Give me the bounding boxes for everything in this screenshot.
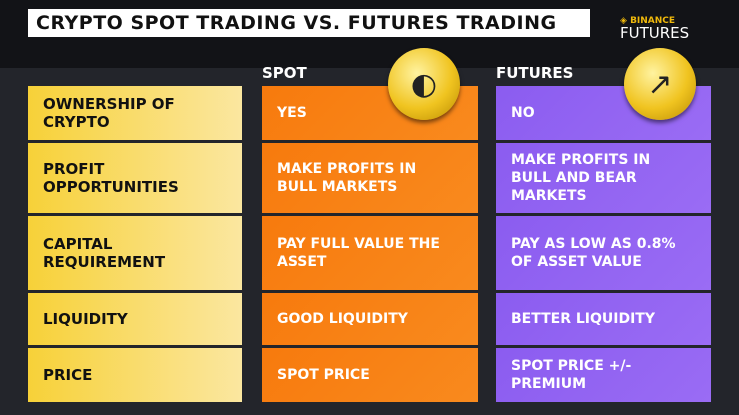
spot-cell: PAY FULL VALUE THE ASSET (262, 216, 478, 290)
spot-text: YES (277, 105, 307, 121)
spot-text: MAKE PROFITS IN BULL MARKETS (277, 161, 417, 195)
futures-text: NO (511, 105, 535, 121)
futures-column-header: FUTURES (496, 64, 574, 82)
futures-text: PAY AS LOW AS 0.8% OF ASSET VALUE (511, 236, 676, 270)
spot-cell: SPOT PRICE (262, 348, 478, 402)
spot-cell: GOOD LIQUIDITY (262, 293, 478, 345)
spot-text: PAY FULL VALUE THE ASSET (277, 236, 440, 270)
brand-line1: BINANCE (630, 16, 676, 26)
futures-cell: MAKE PROFITS IN BULL AND BEAR MARKETS (496, 143, 711, 213)
spot-text: GOOD LIQUIDITY (277, 311, 408, 327)
label-cell: CAPITAL REQUIREMENT (28, 216, 242, 290)
futures-cell: SPOT PRICE +/- PREMIUM (496, 348, 711, 402)
label-text: OWNERSHIP OF CRYPTO (43, 95, 175, 131)
label-text: PROFIT OPPORTUNITIES (43, 160, 179, 196)
label-cell: LIQUIDITY (28, 293, 242, 345)
spot-column-header: SPOT (262, 64, 307, 82)
futures-coin-icon: ↗ (624, 48, 696, 120)
spot-cell: MAKE PROFITS IN BULL MARKETS (262, 143, 478, 213)
label-cell: PROFIT OPPORTUNITIES (28, 143, 242, 213)
futures-cell: BETTER LIQUIDITY (496, 293, 711, 345)
label-cell: OWNERSHIP OF CRYPTO (28, 86, 242, 140)
spot-coin-icon: ◐ (388, 48, 460, 120)
futures-cell: PAY AS LOW AS 0.8% OF ASSET VALUE (496, 216, 711, 290)
futures-text: MAKE PROFITS IN BULL AND BEAR MARKETS (511, 152, 651, 204)
brand-line2: FUTURES (620, 24, 690, 42)
label-cell: PRICE (28, 348, 242, 402)
futures-text: SPOT PRICE +/- PREMIUM (511, 358, 632, 392)
spot-text: SPOT PRICE (277, 367, 370, 383)
futures-text: BETTER LIQUIDITY (511, 311, 655, 327)
label-text: CAPITAL REQUIREMENT (43, 235, 166, 271)
label-text: PRICE (43, 366, 93, 384)
label-text: LIQUIDITY (43, 310, 128, 328)
page-title: CRYPTO SPOT TRADING VS. FUTURES TRADING (28, 9, 590, 37)
brand-logo: ◈ BINANCE FUTURES (620, 16, 690, 42)
